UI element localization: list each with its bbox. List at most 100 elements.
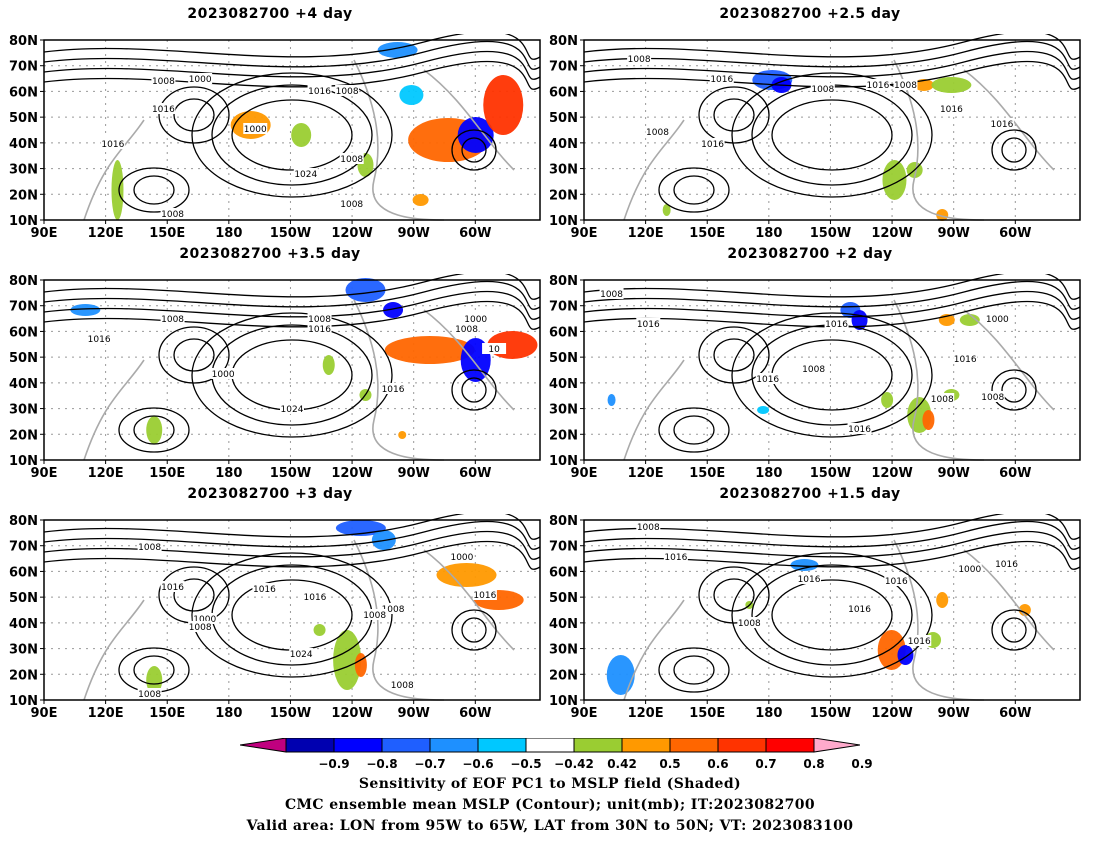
lat-tick-label: 40N xyxy=(9,377,38,392)
contour-label: 1016 xyxy=(161,583,184,593)
contour-label-bg xyxy=(243,123,268,134)
lat-tick-label: 10N xyxy=(549,454,578,469)
lat-tick-label: 40N xyxy=(9,137,38,152)
lon-tick-label: 60W xyxy=(999,466,1031,481)
sensitivity-shade xyxy=(897,645,914,665)
contour-label: 1008 xyxy=(340,200,363,210)
isobar-contour xyxy=(751,564,913,666)
isobar-contour xyxy=(191,312,393,438)
lat-tick-label: 20N xyxy=(549,188,578,203)
contour-label: 1008 xyxy=(189,623,212,633)
contour-label-bg xyxy=(335,85,360,96)
contour-label-bg xyxy=(636,521,661,532)
lat-tick-label: 10N xyxy=(9,454,38,469)
contour-label-bg xyxy=(847,603,872,614)
sensitivity-shade xyxy=(922,410,935,430)
contour-label: 1008 xyxy=(308,315,331,325)
contour-label: 1016 xyxy=(473,591,496,601)
plot-frame xyxy=(43,519,541,701)
contour-label-bg xyxy=(280,403,304,414)
sensitivity-shade xyxy=(383,302,404,318)
contour-label: 1016 xyxy=(152,105,175,115)
coastline xyxy=(893,539,985,701)
plot-area xyxy=(584,280,1080,460)
coastline xyxy=(353,299,445,461)
coastline xyxy=(893,299,985,461)
lon-tick-label: 150E xyxy=(149,466,185,481)
colorbar-tick-label: −0.5 xyxy=(510,757,542,771)
contour-label-bg xyxy=(137,688,162,699)
contour-label: 1016 xyxy=(885,577,908,587)
lat-tick-label: 80N xyxy=(549,274,578,289)
contour-label: 1000 xyxy=(464,315,487,325)
contour-label-bg xyxy=(810,83,835,94)
contour-label-bg xyxy=(645,126,670,137)
colorbar-bin xyxy=(381,738,431,753)
isobar-contour xyxy=(43,274,541,300)
lat-tick-label: 50N xyxy=(9,111,38,126)
lon-tick-label: 120E xyxy=(628,706,664,721)
contour-label-bg xyxy=(797,573,822,584)
lon-tick-label: 120W xyxy=(871,706,912,721)
lon-tick-label: 90W xyxy=(397,466,429,481)
colorbar-max-arrow xyxy=(813,738,860,753)
coastline xyxy=(623,599,685,701)
lon-tick-label: 120W xyxy=(331,706,372,721)
coastline xyxy=(83,599,145,701)
coastline xyxy=(623,359,685,461)
contour-label-bg xyxy=(989,118,1014,129)
contour-label: 1016 xyxy=(990,120,1013,130)
isobar-contour xyxy=(771,579,893,651)
isobar-contour xyxy=(1001,617,1027,643)
map-plot: 1008 1016 1008 1016 1008 1016 1008 1016 1016 80N 7… xyxy=(549,34,1081,241)
colorbar-bin xyxy=(477,738,527,753)
sensitivity-shade xyxy=(662,204,671,216)
contour-label: 1024 xyxy=(281,405,304,415)
contour-label-bg xyxy=(737,617,762,628)
lon-tick-label: 90W xyxy=(937,706,969,721)
sensitivity-shade xyxy=(483,75,524,135)
sensitivity-shade xyxy=(384,336,475,364)
contour-label: 1000 xyxy=(958,565,981,575)
isobar-contour xyxy=(583,281,1081,310)
sensitivity-shade xyxy=(936,209,949,221)
sensitivity-shade xyxy=(398,431,407,439)
isobar-contour xyxy=(191,552,393,678)
isobar-contour xyxy=(231,99,353,171)
isobar-contour xyxy=(583,531,1081,560)
lon-tick-label: 150W xyxy=(810,466,851,481)
panel-plus-1-5-day: 2023082700 +1.5 day 1008 1016 1016 1016 1008… xyxy=(540,486,1081,721)
lon-tick-label: 150W xyxy=(810,706,851,721)
contour-label: 1016 xyxy=(308,87,331,97)
colorbar-bin xyxy=(717,738,767,753)
isobar-contour xyxy=(43,61,541,90)
lon-tick-label: 90E xyxy=(571,706,598,721)
contour-label: 1016 xyxy=(866,81,889,91)
lat-tick-label: 10N xyxy=(549,694,578,709)
panel-title: 2023082700 +2.5 day xyxy=(719,6,901,22)
isobar-contour xyxy=(583,274,1081,300)
contour-label-bg xyxy=(449,551,474,562)
lon-tick-label: 150W xyxy=(270,466,311,481)
isobar-contour xyxy=(583,301,1081,330)
coastline xyxy=(353,59,445,221)
contour-label-bg xyxy=(307,85,332,96)
isobar-contour xyxy=(658,647,730,693)
lon-tick-label: 60W xyxy=(459,466,491,481)
contour-label: 1016 xyxy=(954,355,977,365)
lon-tick-label: 120E xyxy=(88,226,124,241)
lat-tick-label: 30N xyxy=(9,403,38,418)
coastline xyxy=(83,119,145,221)
isobar-contour xyxy=(771,99,893,171)
lat-tick-label: 40N xyxy=(9,617,38,632)
lat-tick-label: 20N xyxy=(9,668,38,683)
sensitivity-shade xyxy=(313,624,326,636)
sensitivity-shade xyxy=(291,123,312,147)
contour-label-bg xyxy=(289,648,314,659)
sensitivity-shade xyxy=(607,394,616,406)
lat-tick-label: 60N xyxy=(549,565,578,580)
isobar-contour xyxy=(118,407,190,453)
contour-label-bg xyxy=(884,575,909,586)
isobar-contour xyxy=(211,84,373,186)
contour-label-bg xyxy=(339,198,364,209)
